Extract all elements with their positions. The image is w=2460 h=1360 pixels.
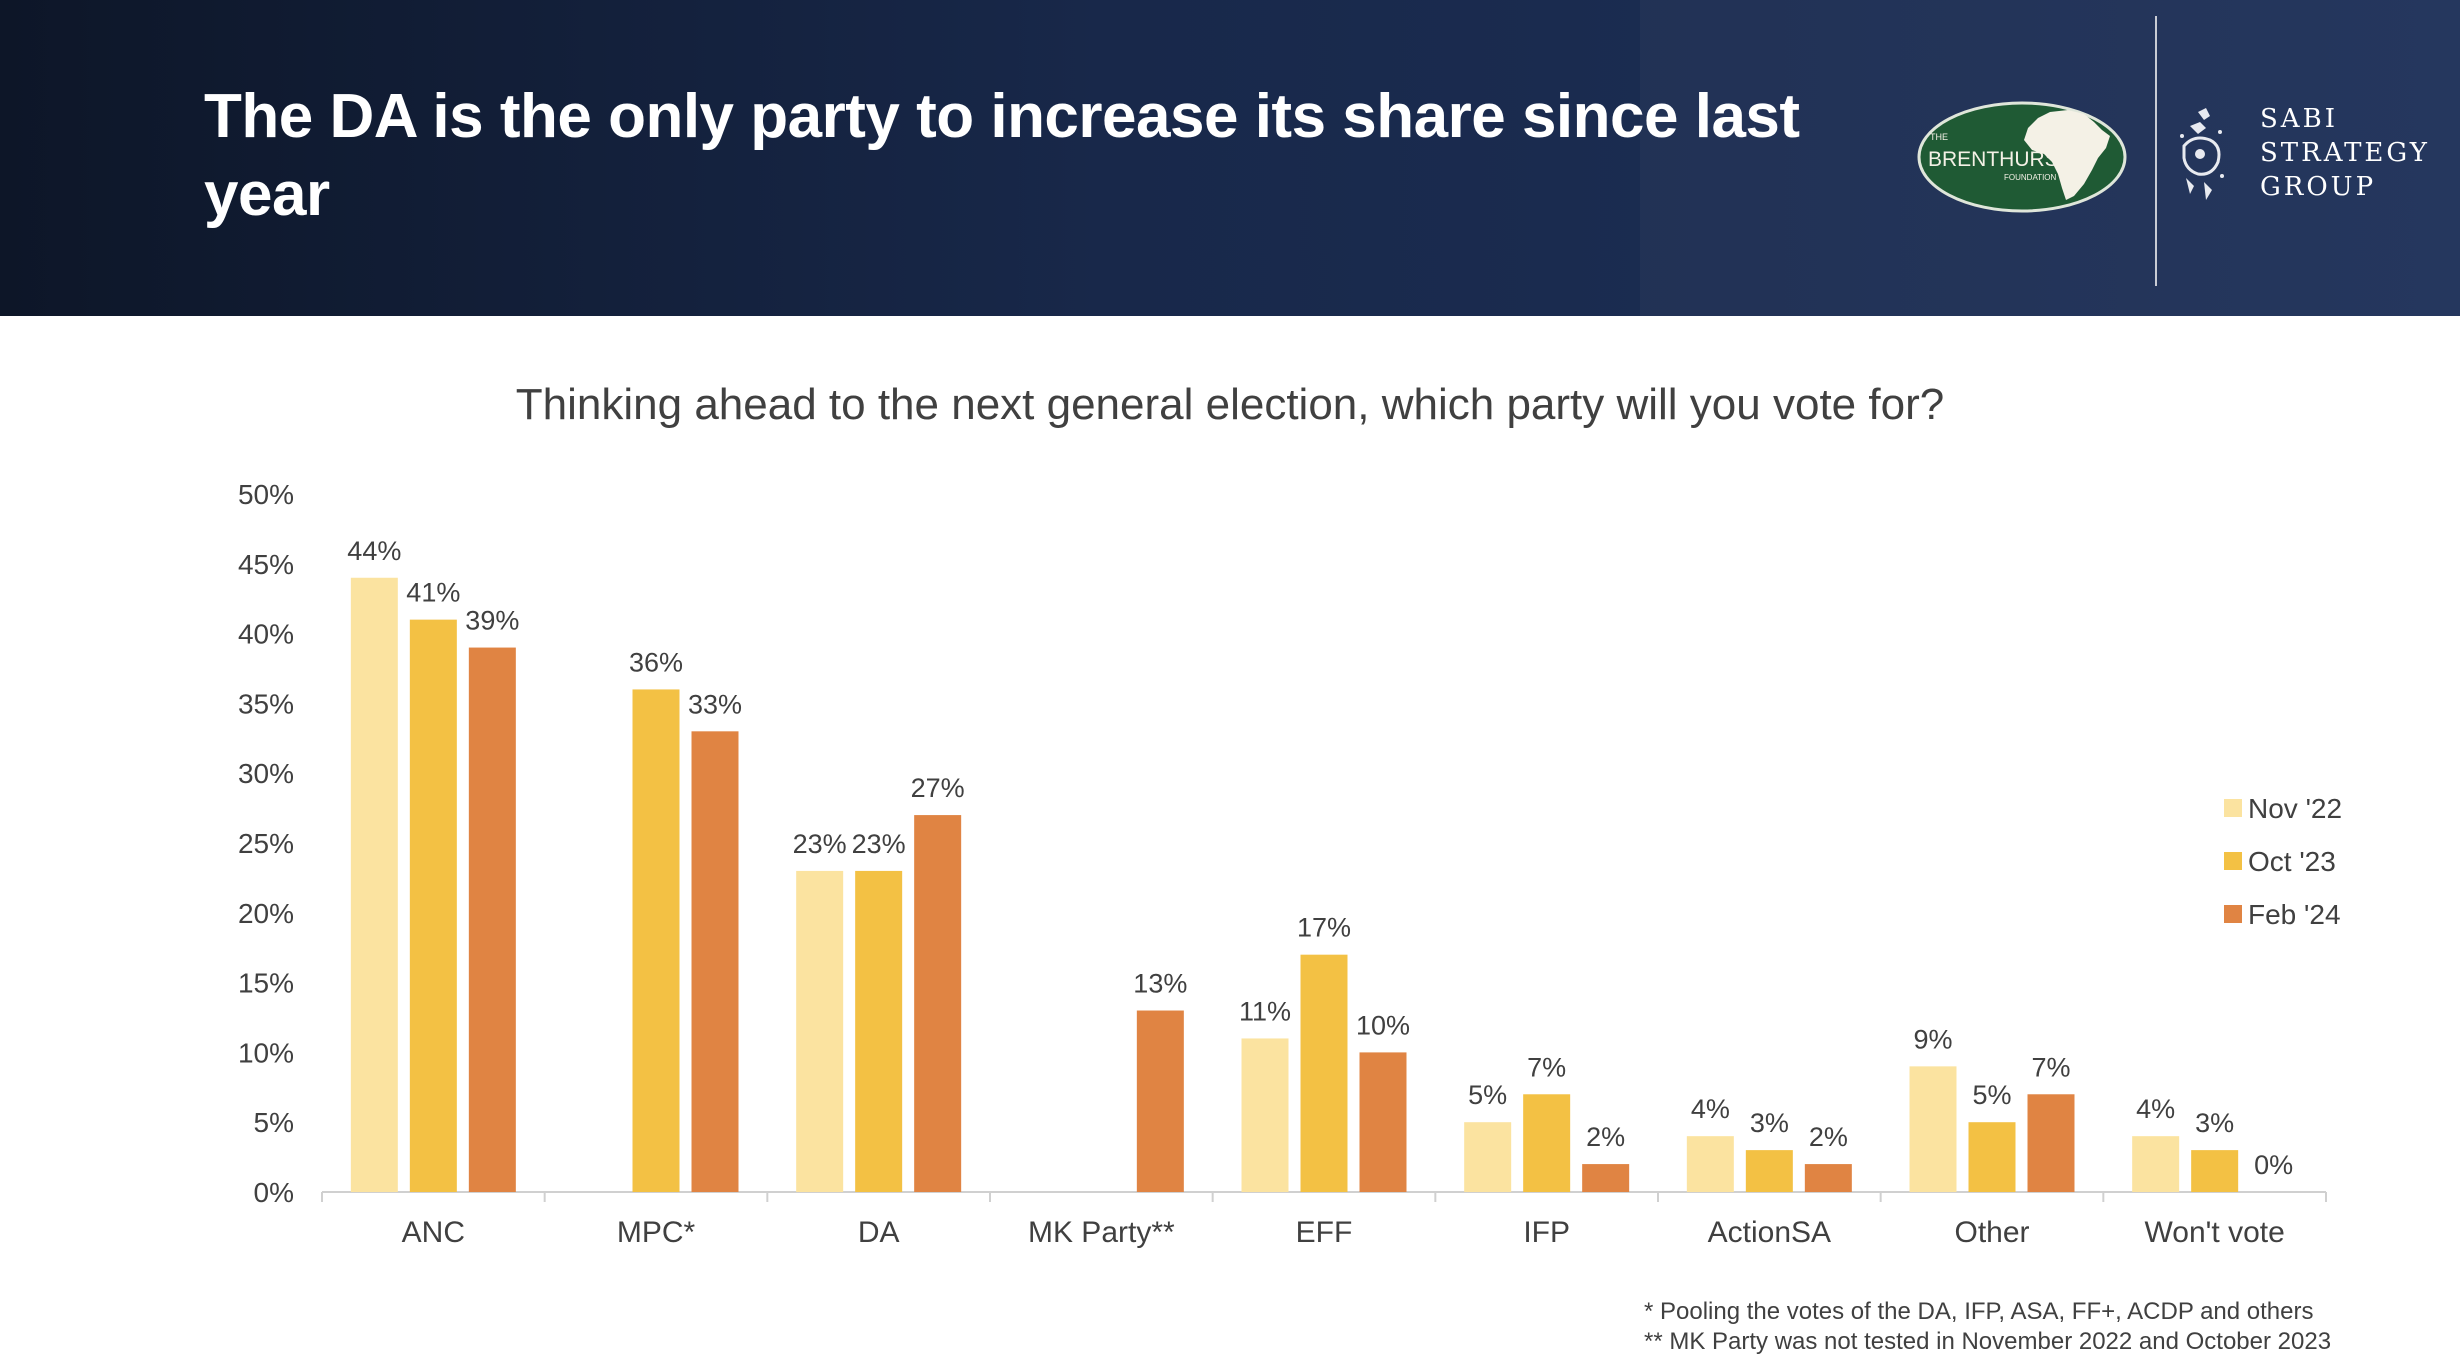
x-category-label: ActionSA (1708, 1216, 1831, 1249)
bar (1241, 1038, 1289, 1192)
data-label: 9% (1913, 1024, 1952, 1054)
y-tick-label: 30% (238, 758, 294, 789)
page-title: The DA is the only party to increase its… (204, 82, 1800, 229)
sabi-mark-icon (2180, 108, 2224, 200)
data-label: 0% (2254, 1150, 2293, 1180)
chart-title: Thinking ahead to the next general elect… (515, 380, 1945, 429)
data-label: 36% (629, 647, 683, 677)
sabi-logo-line2: STRATEGY (2260, 138, 2430, 168)
data-label: 2% (1586, 1122, 1625, 1152)
data-label: 2% (1809, 1122, 1848, 1152)
bar (1464, 1122, 1512, 1192)
legend-label: Feb '24 (2248, 899, 2341, 930)
bar (1300, 954, 1348, 1192)
data-label: 11% (1239, 996, 1291, 1026)
legend-swatch (2224, 852, 2242, 870)
bar (1745, 1150, 1793, 1192)
bar (2027, 1094, 2075, 1192)
legend-label: Nov '22 (2248, 793, 2342, 824)
sabi-logo-line1: SABI (2260, 104, 2338, 134)
data-label: 4% (1691, 1094, 1730, 1124)
bar (350, 577, 398, 1192)
bar (914, 815, 962, 1192)
x-category-label: Won't vote (2145, 1216, 2285, 1249)
data-label: 27% (911, 773, 965, 803)
y-tick-label: 0% (254, 1177, 294, 1208)
x-category-label: DA (858, 1216, 900, 1249)
bar (2132, 1136, 2180, 1192)
bar (409, 619, 457, 1192)
bar (691, 731, 739, 1192)
x-category-label: MPC* (617, 1216, 696, 1249)
data-label: 7% (2031, 1052, 2070, 1082)
brenthurst-logo-name: BRENTHURST (1928, 148, 2072, 171)
africa-icon (2024, 110, 2110, 200)
brenthurst-logo-small: THE (1930, 132, 1948, 142)
bar (1359, 1052, 1407, 1192)
x-category-label: IFP (1523, 1216, 1570, 1249)
brenthurst-logo: THE BRENTHURST FOUNDATION (1917, 101, 2127, 213)
bar (1582, 1164, 1630, 1192)
data-label: 5% (1468, 1080, 1507, 1110)
y-tick-label: 40% (238, 619, 294, 650)
bar (1136, 1010, 1184, 1192)
data-label: 44% (347, 536, 401, 566)
y-tick-label: 35% (238, 688, 294, 719)
data-label: 3% (2195, 1108, 2234, 1138)
data-label: 41% (406, 578, 460, 608)
y-tick-label: 25% (238, 828, 294, 859)
bar (1523, 1094, 1571, 1192)
bar (2191, 1150, 2239, 1192)
legend-swatch (2224, 905, 2242, 923)
legend-label: Oct '23 (2248, 846, 2336, 877)
data-label: 39% (465, 606, 519, 636)
data-label: 23% (793, 829, 847, 859)
bar (1968, 1122, 2016, 1192)
x-category-label: ANC (402, 1216, 465, 1249)
data-label: 5% (1972, 1080, 2011, 1110)
bar (855, 870, 903, 1192)
data-label: 10% (1356, 1010, 1410, 1040)
bar (632, 689, 680, 1192)
data-label: 4% (2136, 1094, 2175, 1124)
data-label: 17% (1297, 913, 1351, 943)
sabi-logo-line3: GROUP (2260, 172, 2377, 202)
bar (1804, 1164, 1852, 1192)
footnote-2: ** MK Party was not tested in November 2… (1644, 1328, 2332, 1355)
logo-divider (2155, 16, 2157, 286)
header-banner: The DA is the only party to increase its… (0, 0, 2460, 316)
brenthurst-logo-sub: FOUNDATION (2004, 173, 2057, 182)
y-tick-label: 45% (238, 549, 294, 580)
data-label: 7% (1527, 1052, 1566, 1082)
data-label: 3% (1750, 1108, 1789, 1138)
y-tick-label: 50% (238, 479, 294, 510)
bar (468, 647, 516, 1192)
y-tick-label: 20% (238, 898, 294, 929)
footnote-1: * Pooling the votes of the DA, IFP, ASA,… (1644, 1298, 2314, 1325)
bar (1686, 1136, 1734, 1192)
legend-swatch (2224, 799, 2242, 817)
data-label: 23% (852, 829, 906, 859)
bar (1909, 1066, 1957, 1192)
bar (796, 870, 844, 1192)
x-category-label: Other (1954, 1216, 2029, 1249)
x-category-label: MK Party** (1028, 1216, 1175, 1249)
data-label: 13% (1133, 969, 1187, 999)
y-tick-label: 10% (238, 1037, 294, 1068)
data-label: 33% (688, 689, 742, 719)
x-category-label: EFF (1296, 1216, 1353, 1249)
y-tick-label: 15% (238, 968, 294, 999)
y-tick-label: 5% (254, 1107, 294, 1138)
